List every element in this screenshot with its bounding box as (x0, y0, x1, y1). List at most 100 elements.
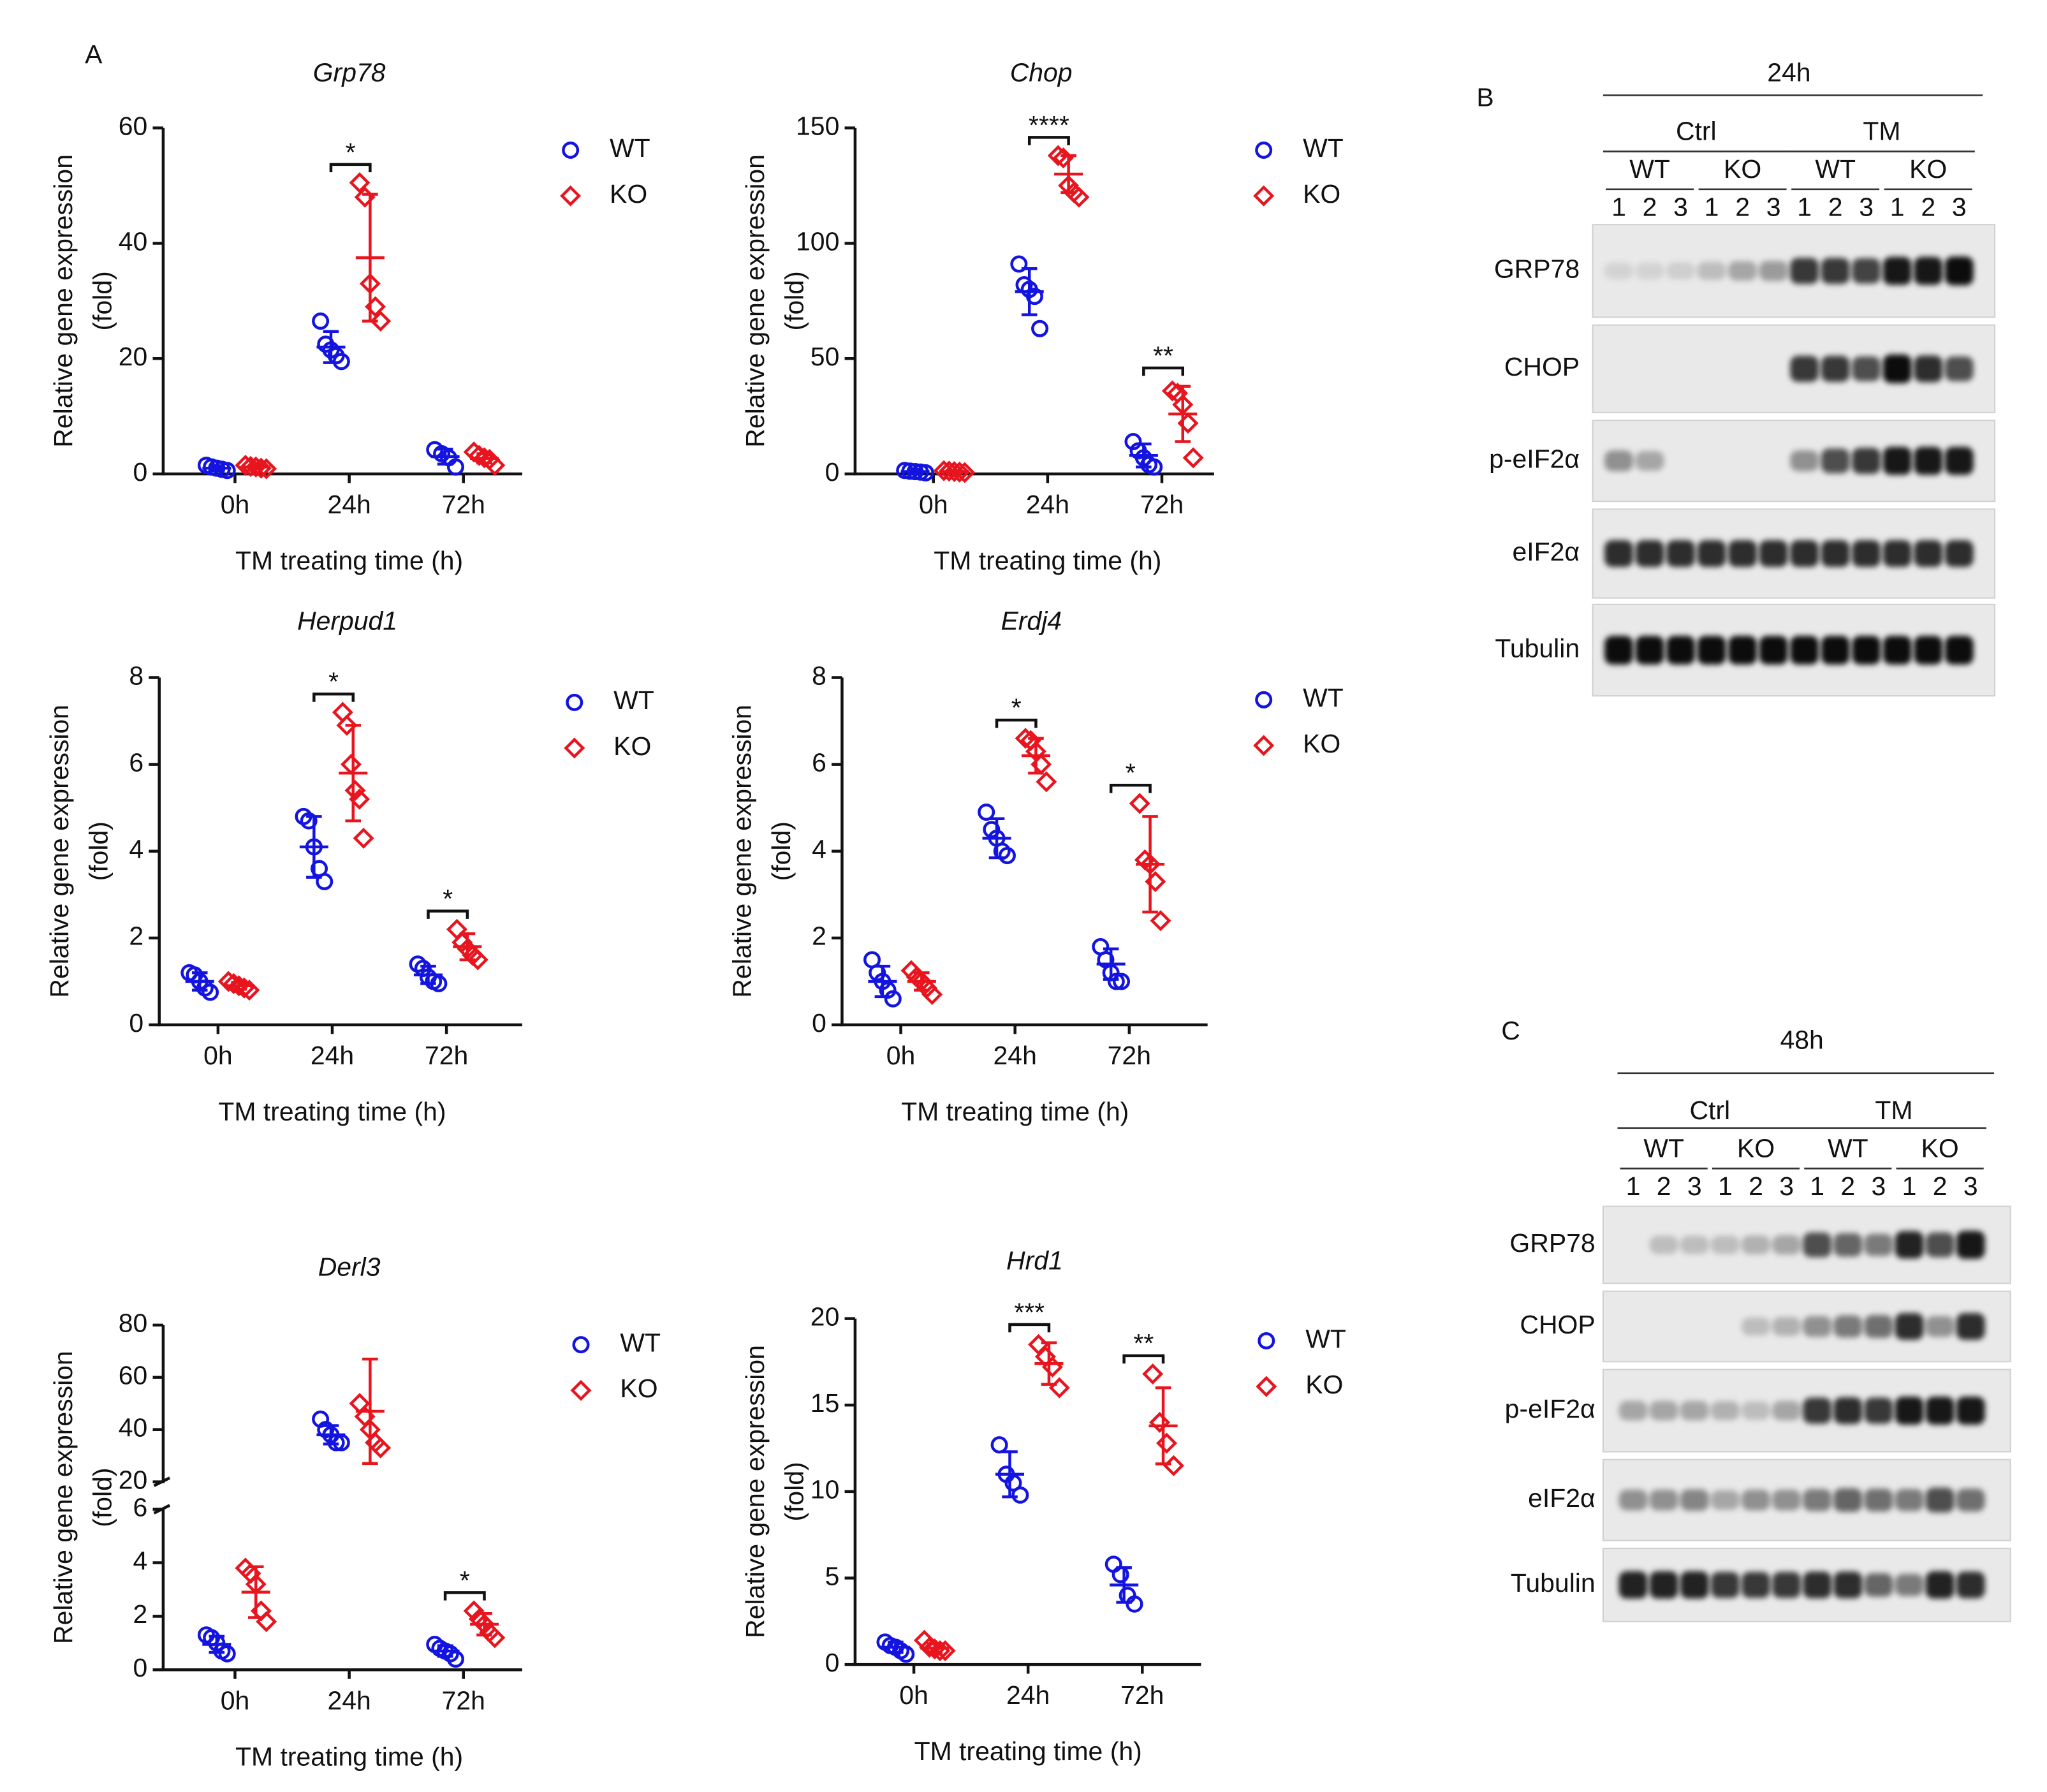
lane-number: 3 (1779, 1171, 1794, 1201)
blot-band (1649, 1571, 1678, 1599)
legend-label: WT (613, 686, 654, 715)
x-axis-label: TM treating time (h) (914, 1737, 1142, 1766)
blot-band (1821, 258, 1850, 284)
blot-band (1882, 540, 1912, 568)
x-axis-label: TM treating time (h) (901, 1097, 1129, 1126)
y-tick-label: 0 (825, 457, 840, 487)
x-axis-label: TM treating time (h) (934, 546, 1161, 575)
blot-band (1790, 355, 1819, 382)
y-axis-label: (fold) (84, 821, 113, 881)
data-point (1010, 255, 1028, 273)
blot-time: 24h (1767, 58, 1810, 87)
blot-condition: TM (1875, 1096, 1912, 1125)
significance-bracket (1122, 1354, 1165, 1364)
x-axis-label: TM treating time (h) (235, 546, 463, 575)
data-point (990, 1436, 1008, 1454)
y-axis-label: Relative gene expression (728, 705, 757, 998)
y-tick-label: 2 (129, 922, 143, 951)
blot-genotype: KO (1737, 1133, 1775, 1163)
legend-label: KO (1303, 179, 1340, 209)
data-point (370, 311, 392, 332)
lane-number: 3 (1872, 1171, 1886, 1201)
data-point (1156, 1432, 1178, 1454)
significance-label: *** (1014, 1297, 1045, 1326)
y-tick-label: 15 (811, 1388, 840, 1418)
chart-title: Herpud1 (297, 606, 397, 635)
data-point (300, 812, 318, 830)
blot-band (1710, 1235, 1740, 1254)
blot-band (1821, 540, 1850, 568)
blot-band (1697, 635, 1726, 665)
blot-band (1790, 258, 1819, 284)
y-tick-label: 0 (825, 1648, 840, 1677)
lane-number: 3 (1952, 192, 1967, 221)
data-point (336, 714, 358, 736)
data-point (312, 312, 330, 330)
x-tick-label: 0h (221, 1686, 250, 1715)
data-point (949, 461, 971, 483)
blot-band (1914, 355, 1943, 383)
protein-label: GRP78 (1509, 1228, 1595, 1258)
blot-band (1680, 1571, 1709, 1599)
blot-band (1635, 635, 1664, 665)
legend-label: WT (1303, 133, 1344, 163)
blot-genotype: WT (1643, 1133, 1684, 1163)
data-point (983, 821, 1001, 839)
significance-label: * (328, 667, 339, 696)
y-tick-label: 6 (812, 747, 826, 777)
y-axis-label: Relative gene expression (740, 1345, 770, 1638)
y-tick-label: 0 (133, 457, 148, 487)
blot-condition: TM (1863, 117, 1900, 146)
data-point (1031, 319, 1049, 337)
significance-bracket (312, 693, 355, 702)
blot-band (1741, 1571, 1770, 1598)
data-point (1068, 186, 1090, 208)
protein-label: CHOP (1520, 1310, 1595, 1339)
data-point (1011, 1486, 1029, 1504)
significance-bracket (427, 909, 469, 919)
blot-genotype: WT (1828, 1133, 1868, 1163)
chart-title: Chop (1010, 58, 1073, 87)
y-axis-label: (fold) (88, 271, 117, 330)
blot-band (1741, 1317, 1770, 1336)
data-point (560, 185, 582, 207)
blot-band (1790, 635, 1819, 665)
y-tick-label: 0 (129, 1008, 143, 1038)
blot-band (1882, 256, 1912, 285)
data-point (564, 737, 585, 759)
lane-number: 2 (1735, 192, 1750, 221)
data-point (572, 1336, 590, 1354)
blot-band (1728, 261, 1757, 281)
data-point (238, 980, 260, 1001)
data-point (1048, 1377, 1070, 1399)
blot-band (1944, 446, 1974, 475)
protein-label: Tubulin (1495, 633, 1580, 663)
blot-band (1635, 451, 1664, 471)
blot-band (1925, 1396, 1955, 1425)
x-tick-label: 72h (442, 1686, 485, 1715)
y-axis-label: Relative gene expression (45, 705, 74, 998)
data-point (1036, 771, 1057, 793)
blot-band (1852, 635, 1881, 665)
panel-label: B (1476, 82, 1493, 112)
blot-time: 48h (1780, 1025, 1823, 1054)
blot-band (1759, 540, 1788, 568)
lane-number: 2 (1840, 1171, 1855, 1201)
y-tick-label: 100 (796, 226, 839, 256)
y-tick-label: 4 (129, 835, 143, 864)
blot-band (1914, 256, 1943, 285)
data-point (467, 949, 488, 971)
blot-band (1604, 635, 1634, 665)
y-tick-label: 20 (811, 1302, 840, 1331)
significance-label: * (346, 137, 356, 166)
data-point (202, 983, 219, 1001)
blot-band (1925, 1571, 1955, 1599)
legend-label: WT (620, 1328, 661, 1357)
blot-band (1728, 635, 1757, 665)
data-point (463, 1600, 485, 1622)
lane-number: 3 (1859, 192, 1874, 221)
x-tick-label: 24h (1026, 490, 1069, 519)
blot-band (1772, 1489, 1801, 1511)
blot-band (1680, 1235, 1709, 1254)
chart-title: Grp78 (313, 58, 386, 87)
